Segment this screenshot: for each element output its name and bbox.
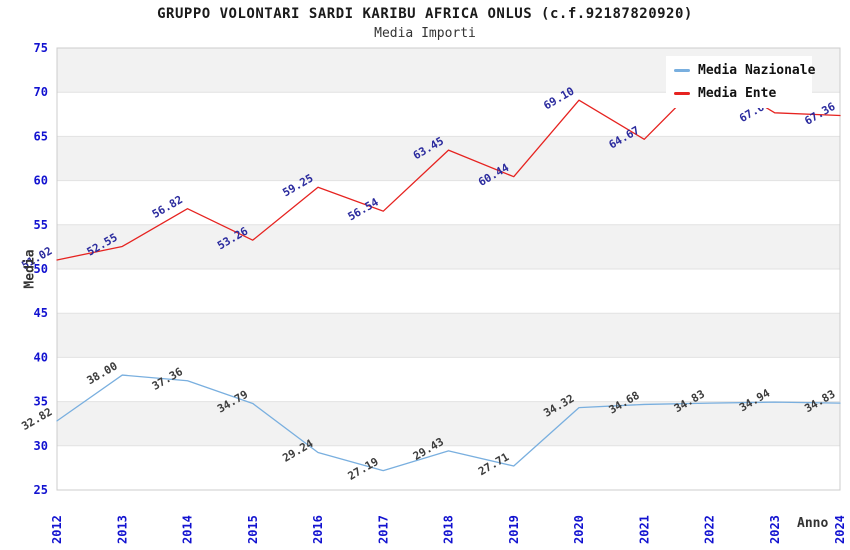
svg-text:45: 45 xyxy=(34,306,48,320)
legend-line-media-nazionale-icon xyxy=(674,69,690,72)
svg-text:2023: 2023 xyxy=(768,515,782,544)
y-axis-title: Media xyxy=(22,249,38,289)
legend-item-media-ente: Media Ente xyxy=(674,86,804,101)
svg-text:2012: 2012 xyxy=(50,515,64,544)
svg-text:60: 60 xyxy=(34,174,48,188)
svg-text:65: 65 xyxy=(34,129,48,143)
legend: Media Nazionale Media Ente xyxy=(666,56,815,108)
svg-text:2015: 2015 xyxy=(246,515,260,544)
svg-text:2022: 2022 xyxy=(703,515,717,544)
svg-text:2021: 2021 xyxy=(637,515,651,544)
svg-text:2014: 2014 xyxy=(181,515,195,544)
x-axis-title: Anno xyxy=(797,516,829,531)
svg-text:2019: 2019 xyxy=(507,515,521,544)
svg-text:40: 40 xyxy=(34,350,48,364)
svg-text:2024: 2024 xyxy=(833,515,847,544)
svg-text:2017: 2017 xyxy=(376,515,390,544)
svg-text:2013: 2013 xyxy=(115,515,129,544)
svg-text:25: 25 xyxy=(34,483,48,497)
svg-text:70: 70 xyxy=(34,85,48,99)
svg-text:55: 55 xyxy=(34,218,48,232)
svg-text:2016: 2016 xyxy=(311,515,325,544)
svg-text:30: 30 xyxy=(34,439,48,453)
legend-item-media-nazionale: Media Nazionale xyxy=(674,63,815,78)
legend-line-media-ente-icon xyxy=(674,92,690,95)
svg-text:32.82: 32.82 xyxy=(19,405,54,433)
chart-subtitle: Media Importi xyxy=(374,26,476,41)
svg-text:2020: 2020 xyxy=(572,515,586,544)
svg-text:50: 50 xyxy=(34,262,48,276)
legend-label-media-ente: Media Ente xyxy=(698,86,777,101)
svg-text:2018: 2018 xyxy=(442,515,456,544)
svg-text:75: 75 xyxy=(34,41,48,55)
chart-title: GRUPPO VOLONTARI SARDI KARIBU AFRICA ONL… xyxy=(157,6,693,22)
legend-label-media-nazionale: Media Nazionale xyxy=(698,63,816,78)
svg-text:35: 35 xyxy=(34,395,48,409)
